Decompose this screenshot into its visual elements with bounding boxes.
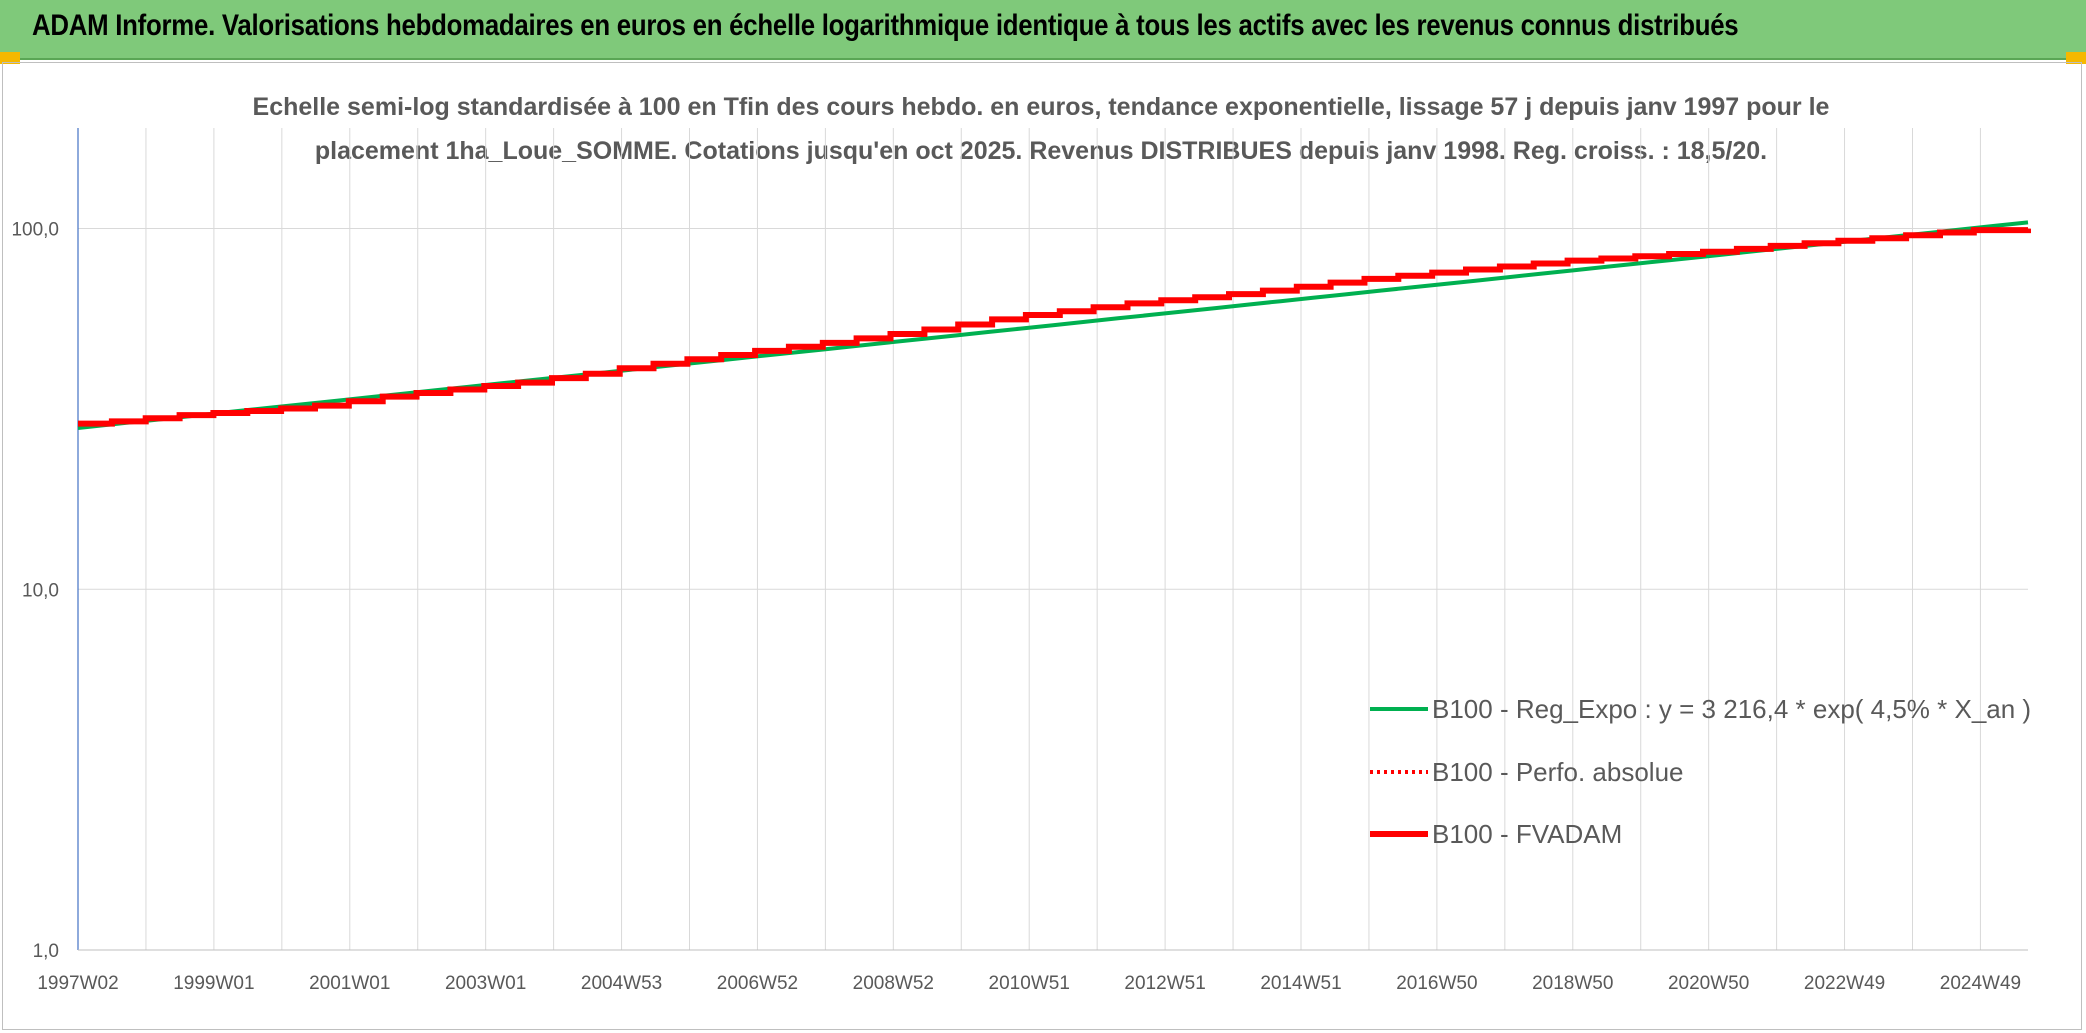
x-tick-label: 2004W53 (581, 973, 662, 994)
corner-accent-right (2066, 52, 2086, 64)
x-tick-label: 2024W49 (1940, 973, 2021, 994)
legend-label: B100 - Reg_Expo : y = 3 216,4 * exp( 4,5… (1432, 694, 2031, 724)
y-tick-label: 10,0 (22, 580, 59, 601)
y-tick-label: 100,0 (11, 220, 59, 241)
x-tick-label: 2018W50 (1532, 973, 1613, 994)
x-tick-label: 2016W50 (1396, 973, 1477, 994)
x-tick-label: 2003W01 (445, 973, 526, 994)
x-tick-label: 2014W51 (1260, 973, 1341, 994)
x-tick-label: 2020W50 (1668, 973, 1749, 994)
series-layer (77, 220, 2031, 430)
chart-subtitle-line-2: placement 1ha_Loue_SOMME. Cotations jusq… (315, 137, 1767, 165)
x-tick-label: 2022W49 (1804, 973, 1885, 994)
chart-subtitle-line-1: Echelle semi-log standardisée à 100 en T… (253, 93, 1830, 121)
x-tick-label: 2010W51 (989, 973, 1070, 994)
x-tick-label: 2008W52 (853, 973, 934, 994)
x-tick-label: 2012W51 (1124, 973, 1205, 994)
chart-frame (2, 62, 2082, 1030)
x-tick-label: 2001W01 (309, 973, 390, 994)
report-title: ADAM Informe. Valorisations hebdomadaire… (32, 9, 1739, 42)
legend: B100 - Reg_Expo : y = 3 216,4 * exp( 4,5… (1370, 694, 2031, 849)
legend-label: B100 - Perfo. absolue (1432, 757, 1684, 787)
x-tick-label: 1999W01 (173, 973, 254, 994)
corner-accent-left (0, 52, 20, 64)
legend-label: B100 - FVADAM (1432, 819, 1622, 849)
axes: 1,0 10,0 100,0 1997W02 1999W01 2001W01 2003W01… (11, 128, 2028, 994)
report-header: ADAM Informe. Valorisations hebdomadaire… (0, 0, 2086, 60)
series-line (78, 228, 2030, 426)
x-tick-label: 2006W52 (717, 973, 798, 994)
y-tick-label: 1,0 (33, 941, 59, 962)
grid-lines (78, 128, 2028, 950)
x-tick-label: 1997W02 (37, 973, 118, 994)
